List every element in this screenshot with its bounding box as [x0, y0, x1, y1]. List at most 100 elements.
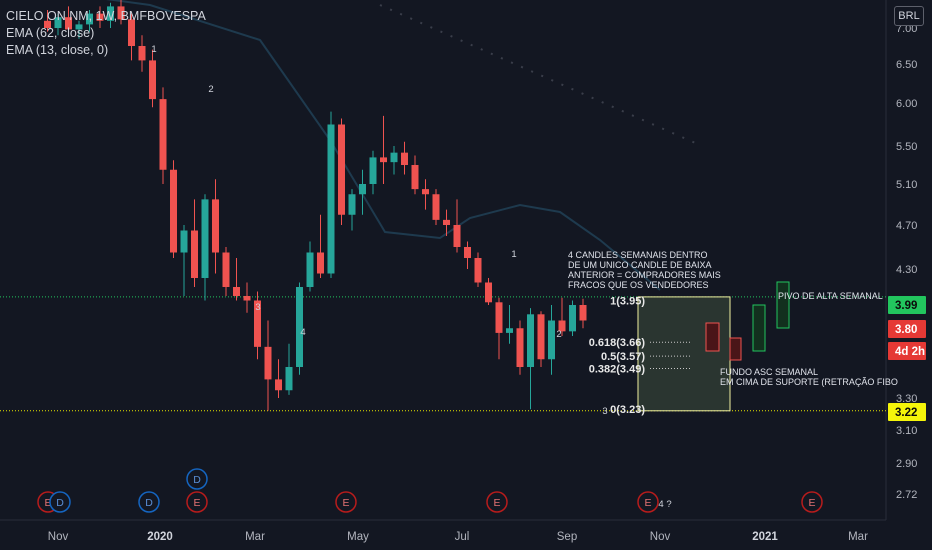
candle-body	[537, 314, 545, 360]
event-marker-circle	[801, 491, 823, 513]
candle-body	[569, 305, 576, 332]
candle-body	[495, 302, 503, 333]
price-tick-label: 6.00	[896, 98, 917, 110]
candle-body	[506, 328, 513, 333]
event-marker-label: E	[193, 497, 200, 509]
event-marker-label: E	[644, 497, 651, 509]
wave-label: 4 ?	[658, 499, 671, 510]
wave-label: 3	[602, 406, 607, 417]
time-tick-label: 2021	[752, 531, 778, 543]
event-marker-circle	[186, 491, 208, 513]
price-tick-label: 5.50	[896, 141, 917, 153]
price-tick-label: 5.10	[896, 179, 917, 191]
candle-body	[443, 219, 450, 225]
event-markers: E D DDE E E E E	[37, 468, 823, 513]
ema-layer	[105, 0, 701, 291]
candle-body	[411, 165, 419, 190]
price-label: 3.80	[895, 324, 917, 336]
event-marker-label: E	[342, 497, 349, 509]
time-tick-label: Nov	[650, 531, 671, 543]
candle-body	[380, 157, 387, 163]
candle-body	[464, 247, 471, 258]
event-marker-label: E	[808, 497, 815, 509]
fib-level-label: 0.382(3.49)	[589, 364, 646, 376]
event-marker-label: D	[193, 474, 201, 486]
candle-body	[86, 13, 93, 25]
price-label-bg	[888, 296, 926, 314]
candle-body	[296, 287, 303, 367]
time-tick-label: Mar	[848, 531, 868, 543]
price-tick-label: 2.72	[896, 489, 917, 501]
candle-body	[96, 13, 104, 21]
time-tick-label: Mar	[245, 531, 265, 543]
candle-body	[558, 320, 566, 332]
price-label-bg	[888, 320, 926, 338]
event-marker-circle	[138, 491, 160, 513]
projection-box-down-1	[705, 322, 720, 352]
annotation-3: FUNDO ASC SEMANAL EM CIMA DE SUPORTE (RET…	[720, 367, 898, 387]
fib-box	[637, 296, 731, 412]
fib-levels: 1(3.95) 0.618(3.66) 0.5(3.57)0.382(3.49) 0(…	[589, 296, 692, 416]
annotation-line: DE UM UNICO CANDLE DE BAIXA	[568, 260, 712, 270]
price-tick-label: 3.10	[896, 425, 917, 437]
annotation-line: EM CIMA DE SUPORTE (RETRAÇÃO FIBO	[720, 377, 898, 387]
candle-body	[191, 230, 198, 278]
wave-label: 1	[151, 44, 156, 55]
time-axis[interactable]: Nov 2020 Mar May Jul Sep Nov 2021 Mar	[48, 531, 868, 543]
candle-body	[359, 184, 366, 195]
annotation-line: PIVO DE ALTA SEMANAL	[778, 291, 883, 301]
candle-body	[65, 17, 72, 30]
candle-body	[243, 296, 251, 301]
candle-body	[128, 19, 135, 46]
price-tick-label: 3.30	[896, 393, 917, 405]
level-lines	[0, 296, 886, 412]
projection-box-down-2	[729, 337, 742, 361]
candle-body	[390, 152, 398, 163]
ema-13-label[interactable]: EMA (13, close, 0)	[6, 43, 109, 57]
price-axis[interactable]: 7.006.506.005.505.104.704.303.903.303.10…	[888, 23, 926, 501]
wave-label: 4	[300, 327, 305, 338]
event-marker-circle	[186, 468, 208, 490]
candle-body	[527, 314, 534, 367]
price-label-bg	[888, 342, 926, 360]
candle-body	[75, 24, 83, 30]
candle-body	[117, 6, 125, 20]
annotation-line: FUNDO ASC SEMANAL	[720, 367, 818, 377]
annotation-line: FRACOS QUE OS VENDEDORES	[568, 280, 709, 290]
candle-body	[44, 20, 51, 28]
candle-body	[401, 152, 408, 165]
candle-body	[317, 252, 324, 274]
annotations: 1 2 3 4 1 2 3 4 ? 4 CANDLES SEMANAIS DENTRO DE UM…	[151, 44, 898, 510]
candle-body	[233, 287, 240, 296]
event-marker-circle	[637, 491, 659, 513]
candle-body	[369, 157, 377, 184]
candle-body	[453, 225, 461, 247]
annotation-line: ANTERIOR = COMPRADORES MAIS	[568, 270, 721, 280]
candle-body	[327, 124, 335, 274]
price-tick-label: 2.90	[896, 458, 917, 470]
fib-level-label: 0(3.23)	[610, 404, 645, 416]
currency-badge[interactable]: BRL	[894, 6, 924, 26]
fib-level-label: 1(3.95)	[610, 296, 645, 308]
wave-label: 1	[511, 249, 516, 260]
projection-box-up-2	[776, 281, 790, 329]
ema-62-label[interactable]: EMA (62, close)	[6, 26, 95, 40]
candle-body	[264, 346, 272, 380]
price-tick-label: 6.50	[896, 59, 917, 71]
candle-body	[222, 252, 230, 287]
candle-body	[149, 60, 156, 100]
candle-body	[548, 320, 555, 360]
price-tick-label: 7.00	[896, 23, 917, 35]
candle-body	[212, 199, 219, 253]
candle-body	[432, 194, 440, 220]
symbol-title[interactable]: CIELO ON NM, 1W, BMFBOVESPA	[6, 9, 206, 23]
price-label: 3.22	[895, 407, 917, 419]
annotation-line: 4 CANDLES SEMANAIS DENTRO	[568, 250, 708, 260]
event-marker-circle	[49, 491, 71, 513]
time-tick-label: Jul	[455, 531, 470, 543]
candle-body	[254, 300, 261, 347]
candle-body	[474, 258, 482, 283]
candle-body	[516, 328, 524, 367]
wave-label: 2	[208, 84, 213, 95]
